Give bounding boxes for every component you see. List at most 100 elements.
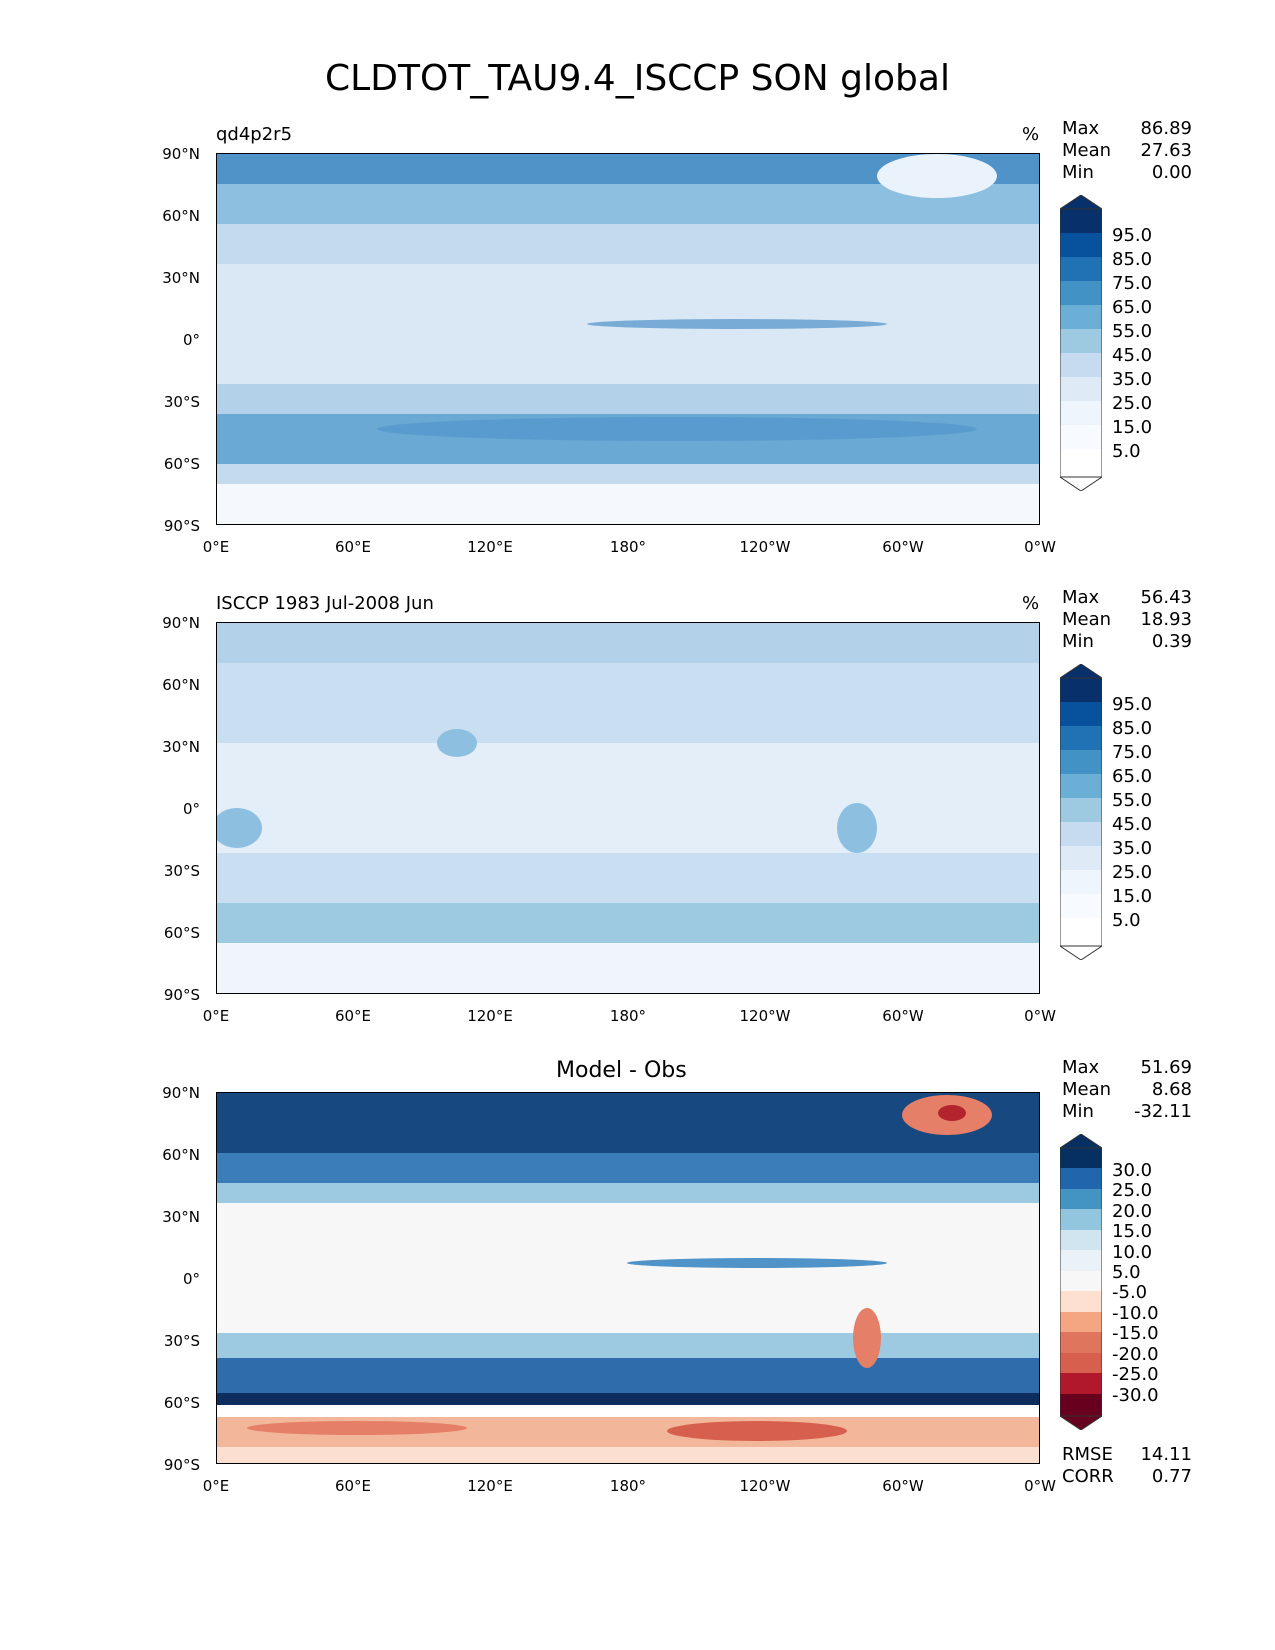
colorbar-label: 55.0 [1112,321,1153,342]
colorbar-label: -15.0 [1112,1323,1159,1344]
colorbar-label: 20.0 [1112,1201,1153,1222]
lat-label: 30°N [162,269,200,287]
metric-key: RMSE [1062,1444,1113,1465]
lon-label: 0°E [202,1477,230,1495]
stat-key: Min [1062,1101,1094,1122]
stat-value: 0.39 [1151,631,1192,652]
colorbar-label: 55.0 [1112,790,1153,811]
lon-label: 60°E [334,538,372,556]
colorbar-label: -5.0 [1112,1282,1148,1303]
stat-value: 27.63 [1140,140,1192,161]
lat-label: 0° [182,1270,200,1288]
lat-label: 60°N [162,207,200,225]
lat-label: 90°S [163,517,200,535]
lat-label: 60°S [163,924,200,942]
colorbar-label: 85.0 [1112,718,1153,739]
colorbar-label: 5.0 [1112,441,1141,462]
colorbar-label: 25.0 [1112,862,1153,883]
colorbar-label: -10.0 [1112,1303,1159,1324]
colorbar-label: 95.0 [1112,694,1153,715]
lon-label: 120°W [739,1007,791,1025]
colorbar-label: 5.0 [1112,1262,1141,1283]
colorbar-label: 65.0 [1112,297,1153,318]
colorbar-label: -30.0 [1112,1385,1159,1406]
lon-label: 0°W [1024,1007,1056,1025]
panel-2-stats: Max 56.43 Mean 18.93 Min 0.39 [1062,587,1192,653]
lat-label: 60°N [162,1146,200,1164]
colorbar-label: 5.0 [1112,910,1141,931]
colorbar-label: 15.0 [1112,1221,1153,1242]
panel-3-label: Model - Obs [556,1058,687,1083]
lon-label: 120°E [467,1477,513,1495]
lon-label: 120°E [467,538,513,556]
panel-2-colorbar [1060,664,1102,960]
lon-label: 120°E [467,1007,513,1025]
panel-3-stats: Max 51.69 Mean 8.68 Min -32.11 [1062,1057,1192,1123]
colorbar-label: 35.0 [1112,369,1153,390]
colorbar-label: 15.0 [1112,886,1153,907]
stat-key: Max [1062,1057,1100,1078]
panel-3-metrics: RMSE 14.11 CORR 0.77 [1062,1444,1192,1488]
stat-value: 56.43 [1140,587,1192,608]
lon-label: 60°W [882,1477,924,1495]
stat-value: 8.68 [1151,1079,1192,1100]
lat-label: 30°N [162,738,200,756]
lon-label: 60°E [334,1007,372,1025]
colorbar-label: 15.0 [1112,417,1153,438]
lat-label: 90°S [163,1456,200,1474]
panel-3-colorbar [1060,1134,1102,1430]
lat-label: 0° [182,331,200,349]
panel-2-heatmap [217,623,1039,993]
stat-value: 86.89 [1140,118,1192,139]
panel-2-map [216,622,1040,994]
stat-value: 0.00 [1151,162,1192,183]
panel-1-units: % [1022,124,1040,145]
lon-label: 60°W [882,538,924,556]
colorbar-label: 85.0 [1112,249,1153,270]
panel-3-heatmap [217,1093,1039,1463]
panel-1-label: qd4p2r5 [216,124,293,145]
colorbar-label: 25.0 [1112,393,1153,414]
lat-label: 60°N [162,676,200,694]
colorbar-label: 75.0 [1112,742,1153,763]
colorbar-label: 25.0 [1112,1180,1153,1201]
lon-label: 120°W [739,538,791,556]
lat-label: 90°N [162,1084,200,1102]
lon-label: 180° [609,538,647,556]
panel-1-colorbar [1060,195,1102,491]
metric-key: CORR [1062,1466,1114,1487]
metric-value: 0.77 [1151,1466,1192,1487]
figure-title: CLDTOT_TAU9.4_ISCCP SON global [325,58,950,99]
stat-key: Min [1062,631,1094,652]
lat-label: 60°S [163,1394,200,1412]
stat-key: Mean [1062,1079,1112,1100]
stat-value: -32.11 [1133,1101,1192,1122]
colorbar-label: 35.0 [1112,838,1153,859]
colorbar-label: -25.0 [1112,1364,1159,1385]
stat-key: Max [1062,118,1100,139]
stat-key: Max [1062,587,1100,608]
lon-label: 0°E [202,1007,230,1025]
lon-label: 180° [609,1007,647,1025]
lat-label: 90°S [163,986,200,1004]
stat-key: Min [1062,162,1094,183]
lon-label: 120°W [739,1477,791,1495]
colorbar-label: 45.0 [1112,345,1153,366]
lon-label: 60°W [882,1007,924,1025]
panel-1-map [216,153,1040,525]
lat-label: 60°S [163,455,200,473]
lat-label: 90°N [162,614,200,632]
lon-label: 0°W [1024,538,1056,556]
lon-label: 180° [609,1477,647,1495]
lat-label: 30°N [162,1208,200,1226]
stat-key: Mean [1062,140,1112,161]
stat-value: 18.93 [1140,609,1192,630]
lon-label: 0°W [1024,1477,1056,1495]
colorbar-label: 75.0 [1112,273,1153,294]
lat-label: 30°S [163,862,200,880]
stat-value: 51.69 [1140,1057,1192,1078]
colorbar-label: 95.0 [1112,225,1153,246]
lat-label: 30°S [163,393,200,411]
panel-1-stats: Max 86.89 Mean 27.63 Min 0.00 [1062,118,1192,184]
panel-1-heatmap [217,154,1039,524]
